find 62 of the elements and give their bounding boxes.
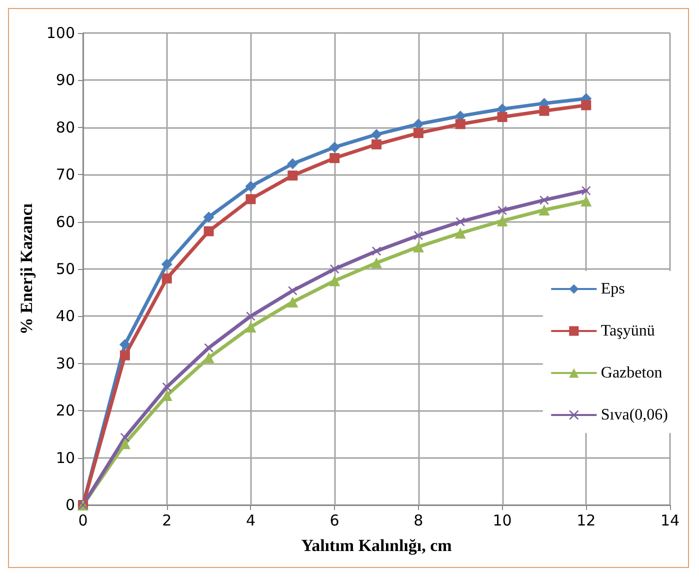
y-tick-label: 60 <box>56 212 75 231</box>
point <box>204 343 214 352</box>
point <box>329 275 340 286</box>
x-axis-title: Yalıtım Kalınlığı, cm <box>301 536 452 555</box>
point <box>582 186 591 196</box>
point <box>287 296 298 308</box>
point <box>246 194 256 204</box>
legend-label: Gazbeton <box>600 364 662 382</box>
point <box>538 204 550 216</box>
x-tick-label: 4 <box>246 512 256 530</box>
point <box>371 257 382 268</box>
point <box>456 217 465 226</box>
x-tick-label: 6 <box>330 512 340 530</box>
point <box>288 170 298 181</box>
point <box>119 438 130 450</box>
legend-label: Sıva(0,06) <box>600 406 668 424</box>
point <box>287 158 298 170</box>
y-tick-label: 10 <box>56 448 75 467</box>
point <box>581 100 592 110</box>
point <box>119 339 130 350</box>
point <box>497 112 508 122</box>
point <box>371 128 382 140</box>
x-tick-label: 8 <box>414 512 424 530</box>
x-tick-label: 14 <box>660 512 680 530</box>
y-tick-label: 80 <box>56 118 75 136</box>
point <box>454 228 466 239</box>
y-axis-title: % Enerji Kazancı <box>17 203 36 335</box>
point <box>412 118 424 130</box>
point <box>120 350 130 360</box>
point <box>413 128 424 138</box>
y-tick-label: 70 <box>56 166 75 184</box>
x-tick-label: 2 <box>162 512 172 530</box>
point <box>496 215 508 226</box>
y-tick-label: 30 <box>56 354 75 372</box>
x-tick-label: 10 <box>492 512 512 530</box>
point <box>288 286 298 296</box>
point <box>580 196 592 207</box>
point <box>161 258 172 270</box>
x-tick-label: 12 <box>576 512 596 530</box>
y-tick-label: 50 <box>56 260 75 278</box>
point <box>330 153 340 164</box>
legend-label: Taşyünü <box>600 322 655 340</box>
point <box>412 241 424 252</box>
y-tick-label: 100 <box>46 24 75 42</box>
y-tick-label: 40 <box>56 307 75 326</box>
y-tick-label: 0 <box>65 496 75 514</box>
point <box>329 142 340 153</box>
point <box>203 212 214 223</box>
x-tick-label: 0 <box>78 512 88 530</box>
point <box>245 180 256 192</box>
y-tick-label: 90 <box>56 71 75 90</box>
point <box>498 206 507 215</box>
point <box>162 382 172 392</box>
point <box>372 139 382 150</box>
point <box>204 226 214 236</box>
point <box>455 119 466 130</box>
point <box>539 106 550 116</box>
legend-label: Eps <box>600 280 625 298</box>
y-tick-label: 20 <box>56 402 75 420</box>
point <box>162 273 172 284</box>
point <box>540 196 549 205</box>
point <box>245 322 256 333</box>
